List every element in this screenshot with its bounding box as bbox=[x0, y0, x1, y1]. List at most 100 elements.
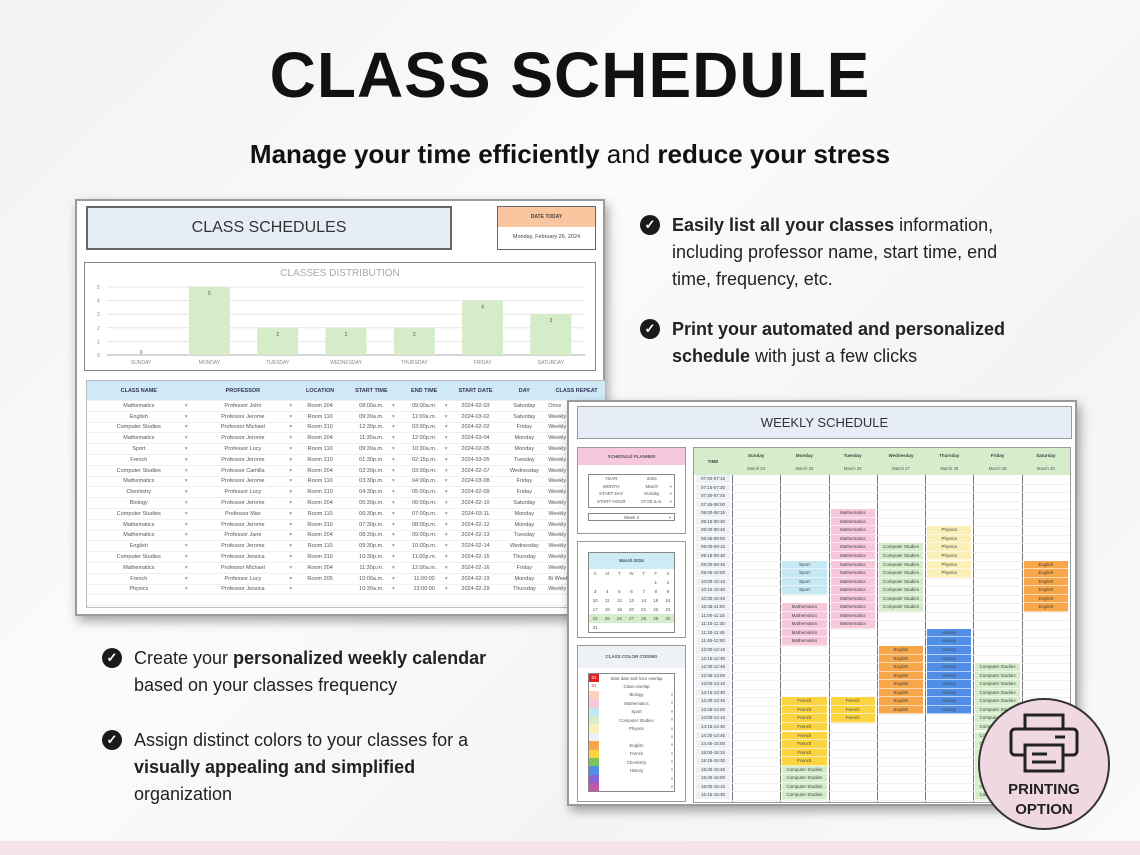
class-block[interactable]: Mathematics bbox=[830, 577, 875, 587]
dropdown-arrow-icon[interactable]: ▾ bbox=[392, 554, 395, 561]
legend-item[interactable]: Chemistry ▾ bbox=[589, 757, 674, 767]
planner-field[interactable]: MONTH March ▾ bbox=[591, 484, 672, 492]
table-cell[interactable]: 09:00a.m. ▾ bbox=[411, 402, 448, 409]
calendar-day[interactable]: 27 bbox=[628, 616, 634, 621]
legend-item[interactable]: French ▾ bbox=[589, 749, 674, 758]
chevron-down-icon[interactable]: ▾ bbox=[669, 498, 672, 504]
class-block[interactable]: Computer Studies bbox=[782, 765, 827, 775]
table-cell[interactable]: 02:15p.m. ▾ bbox=[411, 456, 448, 463]
class-block[interactable]: English bbox=[1023, 560, 1068, 570]
table-cell[interactable]: Computer Studies ▾ bbox=[116, 467, 188, 474]
chevron-down-icon[interactable]: ▾ bbox=[670, 784, 673, 790]
dropdown-arrow-icon[interactable]: ▾ bbox=[392, 500, 395, 507]
class-block[interactable]: Computer Studies bbox=[782, 774, 827, 783]
chevron-down-icon[interactable]: ▾ bbox=[670, 700, 673, 706]
table-cell[interactable]: Professor Jerome ▾ bbox=[221, 500, 293, 507]
table-cell[interactable]: 10:30a.m. ▾ bbox=[359, 586, 395, 593]
class-block[interactable]: English bbox=[878, 697, 924, 706]
calendar-day[interactable]: 19 bbox=[616, 607, 622, 612]
dropdown-arrow-icon[interactable]: ▾ bbox=[184, 521, 188, 528]
table-cell[interactable]: 03:30p.m. ▾ bbox=[359, 478, 395, 485]
dropdown-arrow-icon[interactable]: ▾ bbox=[444, 413, 448, 420]
dropdown-arrow-icon[interactable]: ▾ bbox=[289, 510, 293, 517]
dropdown-arrow-icon[interactable]: ▾ bbox=[392, 510, 395, 517]
table-cell[interactable]: 10:00a.m. ▾ bbox=[359, 575, 395, 582]
dropdown-arrow-icon[interactable]: ▾ bbox=[392, 467, 395, 474]
calendar-day[interactable]: 23 bbox=[665, 607, 671, 612]
table-cell[interactable]: 02:30p.m. ▾ bbox=[359, 467, 395, 474]
calendar-day[interactable]: 7 bbox=[642, 589, 645, 594]
table-cell[interactable]: Professor Jerome ▾ bbox=[221, 456, 293, 463]
dropdown-arrow-icon[interactable]: ▾ bbox=[444, 456, 448, 463]
table-cell[interactable]: 01:30p.m. ▾ bbox=[359, 456, 395, 463]
class-block[interactable]: English bbox=[878, 646, 924, 655]
class-block[interactable]: Physics bbox=[927, 543, 972, 552]
calendar-day[interactable]: 6 bbox=[630, 589, 633, 594]
dropdown-arrow-icon[interactable]: ▾ bbox=[444, 489, 448, 496]
table-cell[interactable]: 06:00p.m. ▾ bbox=[411, 500, 448, 507]
class-block[interactable]: Physics bbox=[927, 534, 972, 544]
dropdown-arrow-icon[interactable]: ▾ bbox=[444, 402, 448, 409]
class-block[interactable]: Computer Studies bbox=[878, 551, 924, 561]
dropdown-arrow-icon[interactable]: ▾ bbox=[289, 478, 293, 485]
table-cell[interactable]: French ▾ bbox=[130, 456, 188, 463]
table-cell[interactable]: 08:00p.m. ▾ bbox=[411, 521, 448, 528]
calendar-day[interactable]: 28 bbox=[641, 616, 647, 621]
dropdown-arrow-icon[interactable]: ▾ bbox=[392, 456, 395, 463]
class-block[interactable]: Computer Studies bbox=[878, 603, 924, 612]
legend-item[interactable]: ▾ bbox=[589, 732, 674, 742]
dropdown-arrow-icon[interactable]: ▾ bbox=[289, 413, 293, 420]
calendar-day[interactable]: 9 bbox=[666, 589, 670, 594]
class-block[interactable]: Mathematics bbox=[830, 551, 875, 561]
dropdown-arrow-icon[interactable]: ▾ bbox=[444, 543, 448, 550]
dropdown-arrow-icon[interactable]: ▾ bbox=[392, 586, 395, 593]
legend-item[interactable]: ▾ bbox=[589, 783, 674, 792]
class-block[interactable]: French bbox=[782, 722, 827, 732]
class-block[interactable]: Computer Studies bbox=[782, 791, 827, 800]
calendar-day[interactable]: 8 bbox=[654, 589, 658, 594]
calendar-day[interactable]: 30 bbox=[665, 616, 671, 621]
dropdown-arrow-icon[interactable]: ▾ bbox=[392, 402, 395, 409]
chevron-down-icon[interactable]: ▾ bbox=[670, 733, 673, 739]
dropdown-arrow-icon[interactable]: ▾ bbox=[444, 532, 448, 539]
dropdown-arrow-icon[interactable]: ▾ bbox=[444, 424, 448, 431]
class-block[interactable]: Mathematics bbox=[830, 517, 875, 527]
class-block[interactable]: English bbox=[878, 688, 924, 698]
table-cell[interactable]: Professor Michael ▾ bbox=[220, 564, 293, 571]
class-block[interactable]: History bbox=[927, 646, 972, 655]
legend-item[interactable]: Biology ▾ bbox=[589, 690, 674, 700]
table-cell[interactable]: 04:30p.m. ▾ bbox=[359, 489, 395, 496]
class-block[interactable]: French bbox=[782, 705, 827, 715]
class-block[interactable]: French bbox=[782, 697, 827, 706]
table-cell[interactable]: Professor Jessica ▾ bbox=[221, 554, 293, 561]
planner-field[interactable]: START HOUR 07:00 a.m. ▾ bbox=[591, 499, 672, 507]
table-cell[interactable]: Professor Lucy ▾ bbox=[224, 489, 293, 496]
class-block[interactable]: Sport bbox=[782, 586, 827, 595]
dropdown-arrow-icon[interactable]: ▾ bbox=[444, 575, 448, 582]
chevron-down-icon[interactable]: ▾ bbox=[670, 691, 673, 697]
class-block[interactable]: Sport bbox=[782, 569, 827, 578]
chevron-down-icon[interactable]: ▾ bbox=[670, 767, 673, 773]
calendar-day[interactable]: 22 bbox=[653, 607, 659, 612]
table-cell[interactable]: Mathematics ▾ bbox=[123, 435, 188, 442]
dropdown-arrow-icon[interactable]: ▾ bbox=[289, 402, 293, 409]
chevron-down-icon[interactable]: ▾ bbox=[670, 725, 673, 731]
legend-item[interactable]: Sport ▾ bbox=[589, 707, 674, 716]
table-cell[interactable]: 10:00p.m. ▾ bbox=[411, 543, 448, 550]
dropdown-arrow-icon[interactable]: ▾ bbox=[392, 478, 395, 485]
calendar-day[interactable]: 25 bbox=[604, 616, 610, 621]
table-cell[interactable]: Professor Jerome ▾ bbox=[221, 543, 293, 550]
class-block[interactable]: History bbox=[927, 637, 972, 646]
table-cell[interactable]: 11:30a.m. ▾ bbox=[359, 435, 395, 442]
dropdown-arrow-icon[interactable]: ▾ bbox=[184, 575, 188, 582]
class-block[interactable]: Mathematics bbox=[782, 637, 827, 646]
class-block[interactable]: History bbox=[927, 705, 972, 715]
class-block[interactable]: French bbox=[782, 740, 827, 749]
calendar-day[interactable]: 17 bbox=[592, 607, 598, 612]
table-cell[interactable]: Professor Jessica ▾ bbox=[221, 586, 293, 593]
dropdown-arrow-icon[interactable]: ▾ bbox=[184, 532, 188, 539]
table-cell[interactable]: 10:30p.m. ▾ bbox=[359, 554, 395, 561]
class-block[interactable]: English bbox=[1023, 569, 1068, 578]
class-block[interactable]: French bbox=[830, 697, 875, 706]
class-block[interactable]: English bbox=[1023, 586, 1068, 595]
